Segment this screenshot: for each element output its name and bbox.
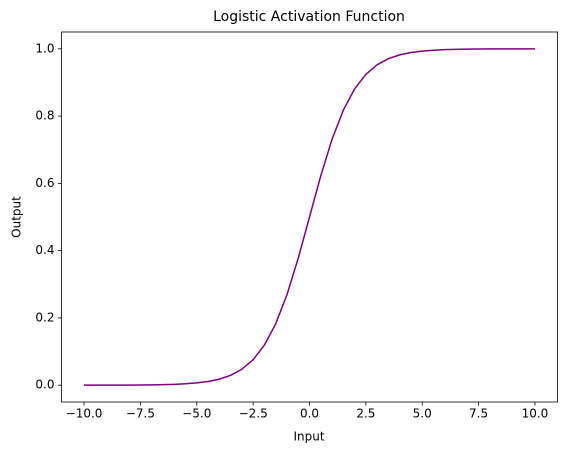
x-tick-label: 0.0 <box>300 407 319 421</box>
y-tick-label: 0.4 <box>35 243 54 257</box>
y-axis-label: Output <box>10 196 24 238</box>
plot-frame <box>61 31 558 403</box>
x-tick-label: 2.5 <box>356 407 375 421</box>
x-tick-label: −5.0 <box>182 407 211 421</box>
x-tick-label: −2.5 <box>239 407 268 421</box>
x-tick-label: 5.0 <box>413 407 432 421</box>
y-tick-label: 0.6 <box>35 176 54 190</box>
x-tick-label: −10.0 <box>66 407 103 421</box>
x-tick-label: 7.5 <box>469 407 488 421</box>
x-tick-label: 10.0 <box>522 407 549 421</box>
chart-title: Logistic Activation Function <box>213 9 405 25</box>
line <box>84 48 535 386</box>
x-axis-label: Input <box>293 430 324 444</box>
y-tick-label: 1.0 <box>35 41 54 55</box>
x-tick-label: −7.5 <box>126 407 155 421</box>
y-tick-label: 0.8 <box>35 109 54 123</box>
y-tick-label: 0.2 <box>35 310 54 324</box>
y-tick-label: 0.0 <box>35 378 54 392</box>
